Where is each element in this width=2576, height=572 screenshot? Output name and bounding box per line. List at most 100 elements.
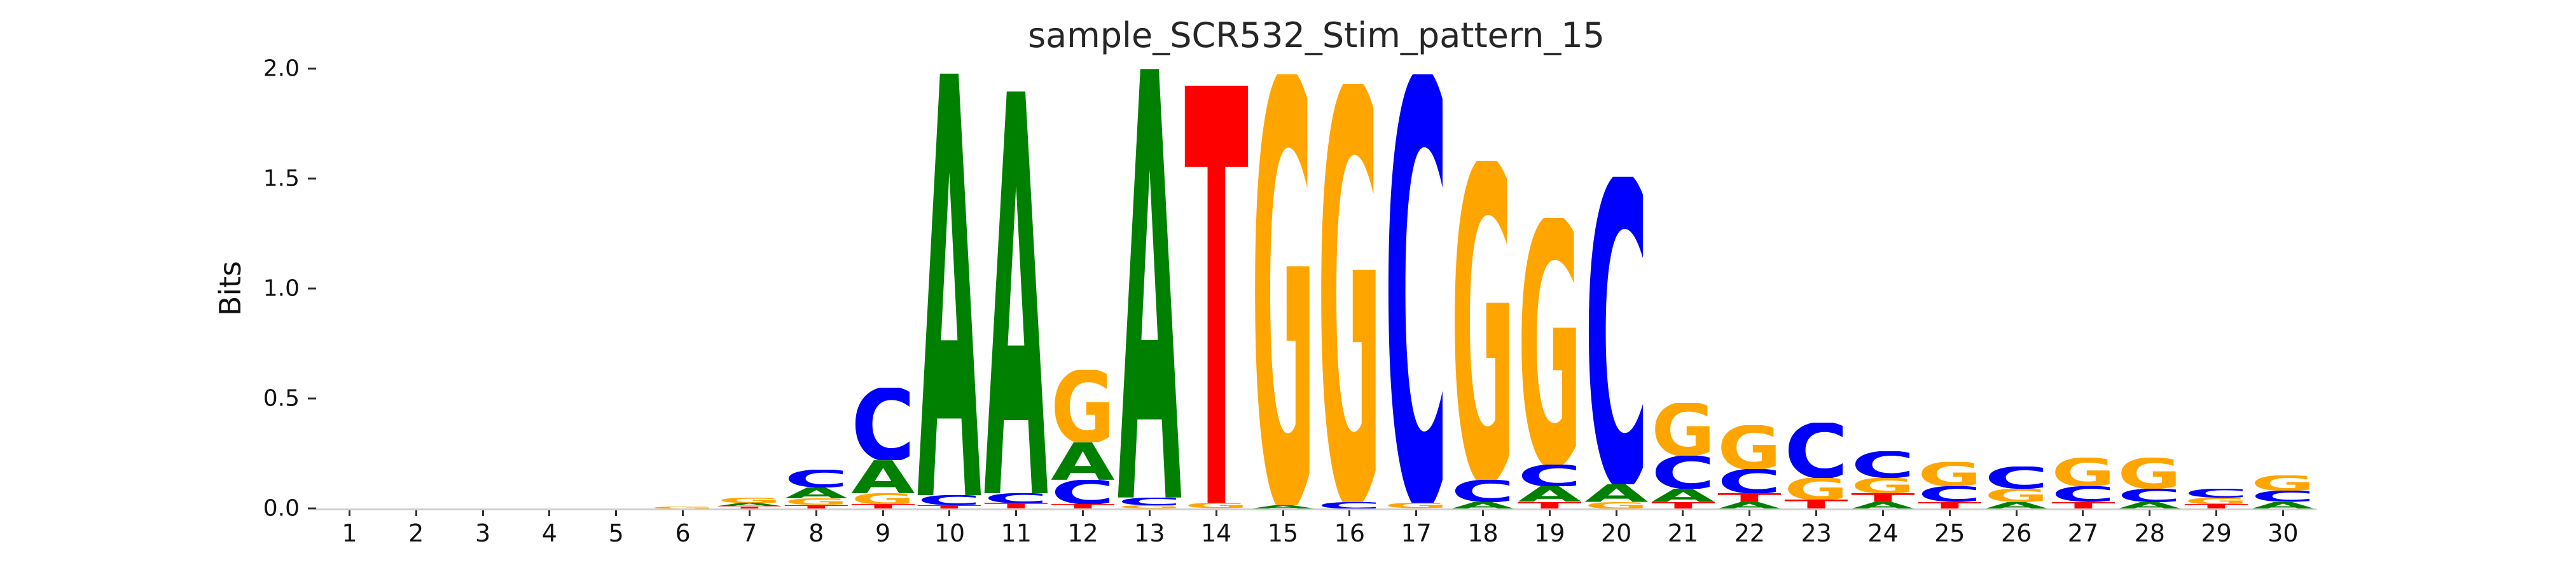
- x-tick-label: 12: [1067, 519, 1098, 547]
- svg-text:T: T: [1784, 500, 1848, 508]
- svg-text:C: C: [918, 495, 982, 505]
- logo-letter-G: G: [1451, 161, 1515, 480]
- svg-text:G: G: [1251, 74, 1315, 505]
- logo-letter-A: A: [1451, 502, 1515, 508]
- logo-letter-T: T: [717, 507, 782, 508]
- logo-letter-A: A: [1717, 502, 1782, 508]
- svg-text:A: A: [1518, 486, 1582, 501]
- logo-letter-G: G: [1518, 218, 1582, 465]
- x-tick-label: 19: [1534, 519, 1565, 547]
- svg-text:C: C: [1918, 486, 1982, 501]
- svg-text:A: A: [784, 487, 848, 498]
- logo-letter-T: T: [1518, 502, 1582, 508]
- logo-letter-G: G: [2184, 498, 2248, 504]
- y-tick-mark: [308, 397, 316, 400]
- svg-text:G: G: [1184, 503, 1249, 508]
- logo-letter-C: C: [1584, 177, 1649, 484]
- svg-text:C: C: [784, 470, 848, 487]
- svg-text:G: G: [2251, 475, 2315, 491]
- svg-text:A: A: [918, 73, 983, 495]
- logo-letter-C: C: [1118, 498, 1182, 505]
- logo-column: [383, 69, 450, 508]
- svg-text:C: C: [2117, 489, 2182, 502]
- y-tick-mark: [308, 177, 316, 180]
- x-tick: 20: [1583, 510, 1650, 547]
- x-tick-mark: [348, 510, 350, 516]
- x-tick-label: 22: [1734, 519, 1765, 547]
- x-tick-mark: [1148, 510, 1151, 516]
- logo-letter-C: C: [2051, 486, 2116, 501]
- svg-text:C: C: [851, 388, 915, 460]
- svg-text:G: G: [1051, 370, 1115, 442]
- logo-letter-G: G: [851, 493, 915, 504]
- y-tick-label: 1.5: [263, 165, 300, 192]
- logo-letter-C: C: [1451, 480, 1515, 502]
- x-tick: 14: [1183, 510, 1250, 547]
- x-tick-label: 6: [675, 519, 691, 547]
- svg-text:G: G: [1451, 161, 1515, 480]
- svg-text:T: T: [918, 505, 982, 508]
- svg-text:A: A: [1651, 489, 1715, 502]
- logo-letter-A: A: [918, 73, 983, 495]
- x-tick-mark: [2015, 510, 2018, 516]
- svg-text:T: T: [1717, 493, 1782, 502]
- x-tick-label: 28: [2134, 519, 2165, 547]
- x-tick-mark: [2282, 510, 2284, 516]
- svg-text:A: A: [2251, 502, 2315, 508]
- svg-text:A: A: [1851, 502, 1915, 508]
- svg-text:G: G: [2184, 498, 2248, 504]
- x-tick-mark: [1282, 510, 1284, 516]
- svg-text:C: C: [2051, 486, 2116, 501]
- logo-letter-A: A: [1051, 442, 1115, 480]
- x-tick: 12: [1049, 510, 1116, 547]
- x-tick-label: 1: [342, 519, 357, 547]
- logo-letter-G: G: [1318, 84, 1382, 501]
- logo-letter-G: G: [784, 498, 848, 505]
- x-tick-mark: [1015, 510, 1018, 516]
- x-tick-label: 8: [808, 519, 824, 547]
- logo-letter-T: T: [784, 505, 848, 508]
- logo-letter-A: A: [784, 487, 848, 498]
- x-tick: 3: [450, 510, 516, 547]
- x-tick-mark: [481, 510, 484, 516]
- x-tick-label: 30: [2268, 519, 2299, 547]
- x-tick-mark: [1948, 510, 1951, 516]
- x-tick-mark: [1215, 510, 1217, 516]
- x-tick-mark: [1348, 510, 1351, 516]
- svg-text:G: G: [717, 498, 782, 503]
- svg-text:G: G: [651, 507, 715, 508]
- logo-letter-A: A: [1851, 502, 1915, 508]
- x-tick: 24: [1850, 510, 1916, 547]
- x-tick: 2: [383, 510, 450, 547]
- x-tick: 23: [1783, 510, 1850, 547]
- svg-text:G: G: [1584, 502, 1649, 508]
- x-tick-label: 21: [1667, 519, 1699, 547]
- logo-column: [583, 69, 649, 508]
- x-tick-label: 14: [1201, 519, 1232, 547]
- logo-letter-T: T: [2051, 502, 2116, 508]
- logo-letter-G: G: [1918, 462, 1982, 486]
- x-tick: 26: [1983, 510, 2050, 547]
- svg-text:T: T: [2184, 504, 2248, 508]
- logo-letter-A: A: [1518, 486, 1582, 501]
- logo-letter-G: G: [1384, 503, 1448, 508]
- logo-letter-A: A: [2117, 502, 2182, 508]
- x-tick-label: 25: [1934, 519, 1965, 547]
- x-tick: 1: [316, 510, 383, 547]
- chart-title: sample_SCR532_Stim_pattern_15: [1027, 15, 1605, 55]
- logo-letter-C: C: [1984, 466, 2049, 489]
- logo-letter-T: T: [1784, 500, 1848, 508]
- x-tick: 15: [1250, 510, 1317, 547]
- logo-letter-C: C: [1717, 469, 1782, 493]
- svg-text:T: T: [1184, 85, 1249, 503]
- svg-text:G: G: [2117, 458, 2182, 488]
- logo-letter-A: A: [2251, 502, 2315, 508]
- y-tick-mark: [308, 67, 316, 70]
- logo-letter-C: C: [1651, 456, 1715, 489]
